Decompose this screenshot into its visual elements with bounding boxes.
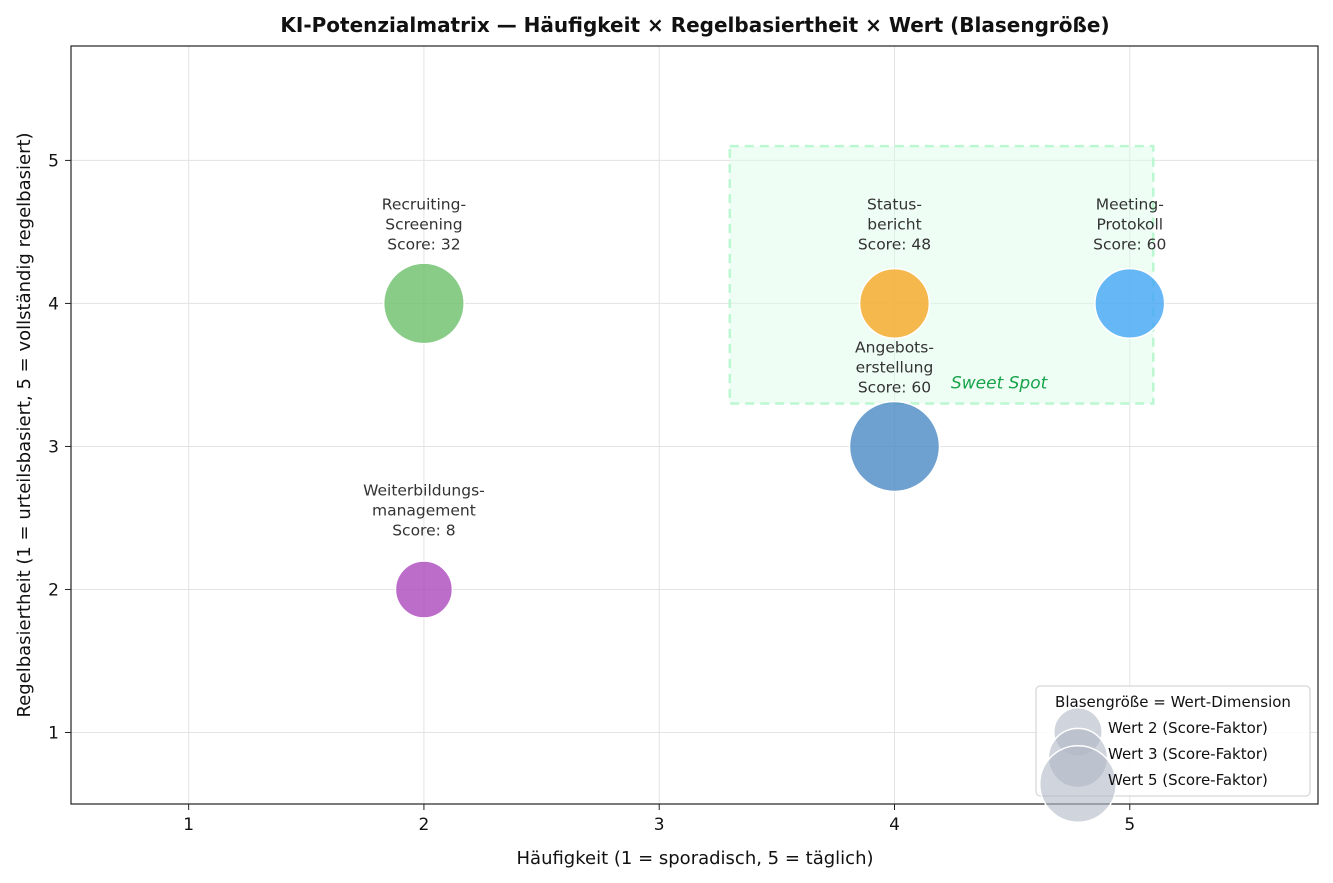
sweet-spot-label: Sweet Spot <box>951 374 1049 394</box>
y-tick-label: 2 <box>48 580 59 600</box>
legend-marker <box>1039 745 1117 823</box>
bubble <box>858 267 931 340</box>
sweet-spot-region: Sweet Spot <box>728 144 1155 405</box>
legend: Blasengröße = Wert-Dimension Wert 2 (Scor… <box>1035 685 1311 823</box>
bubble-label: Score: 48 <box>858 235 931 253</box>
sweet-spot-box <box>728 144 1155 405</box>
bubble-label: Recruiting- <box>382 195 466 213</box>
bubble-label: Score: 60 <box>858 378 931 396</box>
x-tick-label: 1 <box>183 815 194 835</box>
axis-ticks: 1 2 3 4 5 1 2 3 4 5 <box>48 151 1135 835</box>
x-tick-label: 5 <box>1124 815 1135 835</box>
x-tick-label: 2 <box>419 815 430 835</box>
bubble <box>394 560 454 619</box>
x-axis-label: Häufigkeit (1 = sporadisch, 5 = täglich) <box>517 848 874 869</box>
bubble-label: bericht <box>867 215 921 233</box>
legend-entry-label: Wert 3 (Score-Faktor) <box>1108 745 1268 763</box>
bubble <box>1094 267 1166 340</box>
legend-entry-label: Wert 5 (Score-Faktor) <box>1108 771 1268 789</box>
chart-title: KI-Potenzialmatrix — Häufigkeit × Regelb… <box>280 13 1109 37</box>
bubble-label: erstellung <box>856 358 934 376</box>
bubble-label: Angebots- <box>855 338 934 356</box>
bubble-label: Score: 60 <box>1093 235 1166 253</box>
plot-frame <box>70 45 1319 805</box>
bubble-label: Status- <box>867 195 922 213</box>
legend-title: Blasengröße = Wert-Dimension <box>1055 693 1291 711</box>
legend-entry-label: Wert 2 (Score-Faktor) <box>1108 719 1268 737</box>
y-tick-label: 3 <box>48 437 59 457</box>
bubble-labels: Recruiting- Screening Score: 32 Weiterbildu… <box>363 195 1166 539</box>
bubble-label: Protokoll <box>1096 215 1163 233</box>
bubble-label: management <box>372 501 476 519</box>
y-tick-label: 1 <box>48 723 59 743</box>
bubble-label: Score: 8 <box>392 521 455 539</box>
y-axis-label: Regelbasiertheit (1 = urteilsbasiert, 5 … <box>14 132 35 717</box>
x-tick-label: 4 <box>889 815 900 835</box>
bubble-label: Screening <box>385 215 462 233</box>
x-tick-label: 3 <box>654 815 665 835</box>
bubble-label: Meeting- <box>1096 195 1164 213</box>
y-tick-label: 5 <box>48 151 59 171</box>
bubble <box>848 400 941 493</box>
bubble-label: Score: 32 <box>387 235 460 253</box>
bubble <box>382 262 465 345</box>
bubble-series <box>382 262 1166 619</box>
bubble-label: Weiterbildungs- <box>363 481 485 499</box>
y-tick-label: 4 <box>48 294 59 314</box>
